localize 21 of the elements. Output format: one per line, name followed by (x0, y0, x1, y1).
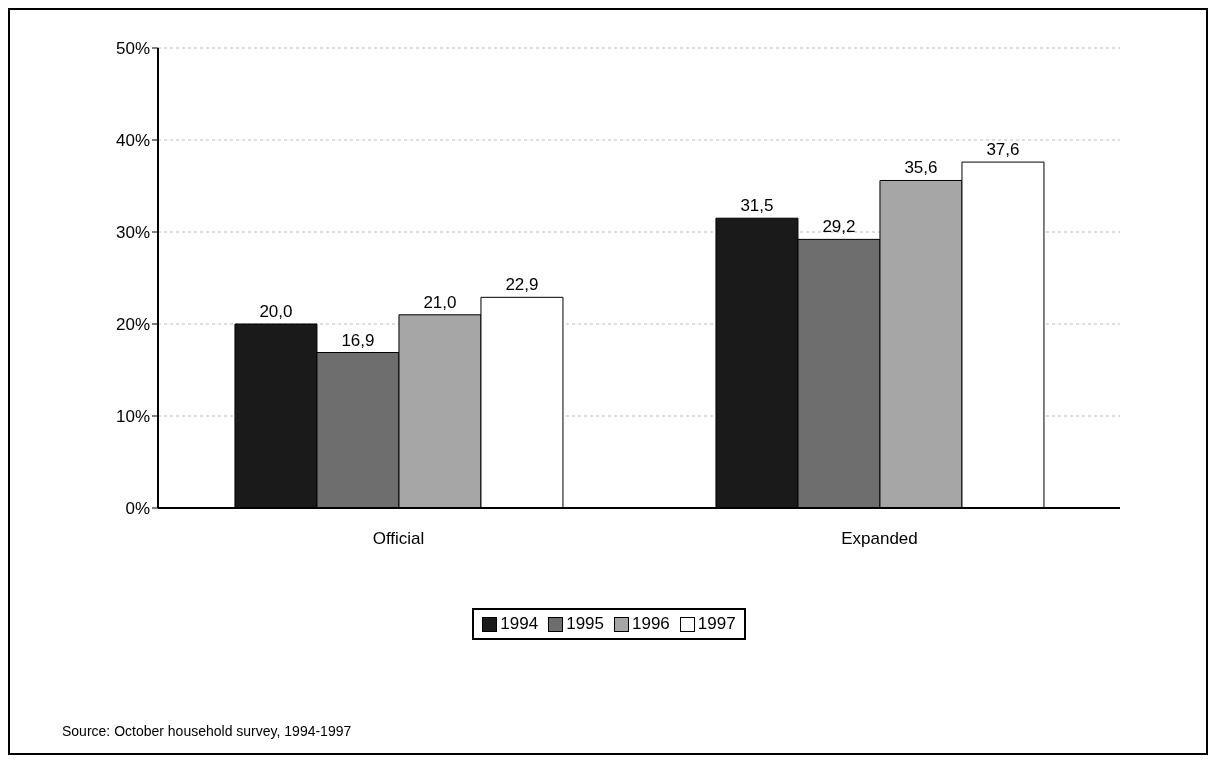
source-note: Source: October household survey, 1994-1997 (62, 723, 352, 739)
legend-label: 1996 (632, 614, 670, 634)
data-label: 35,6 (904, 158, 938, 178)
data-label: 37,6 (986, 140, 1020, 160)
legend-label: 1995 (566, 614, 604, 634)
y-tick-label: 40% (115, 131, 150, 151)
legend-label: 1997 (697, 614, 736, 634)
y-tick-label: 10% (115, 407, 150, 427)
y-tick-label: 20% (115, 315, 150, 335)
x-tick-label: Expanded (841, 529, 918, 549)
y-tick-label: 30% (115, 223, 150, 243)
data-label: 29,2 (822, 217, 856, 237)
data-label: 20,0 (259, 302, 293, 321)
data-label: 22,9 (505, 275, 539, 295)
y-tick-label: 50% (115, 39, 150, 59)
legend-label: 1994 (500, 614, 539, 634)
data-label: 16,9 (341, 330, 375, 350)
y-tick-label: 0% (125, 499, 150, 519)
x-tick-label: Official (372, 529, 425, 549)
data-label: 21,0 (423, 292, 457, 312)
data-label: 31,5 (740, 196, 774, 216)
